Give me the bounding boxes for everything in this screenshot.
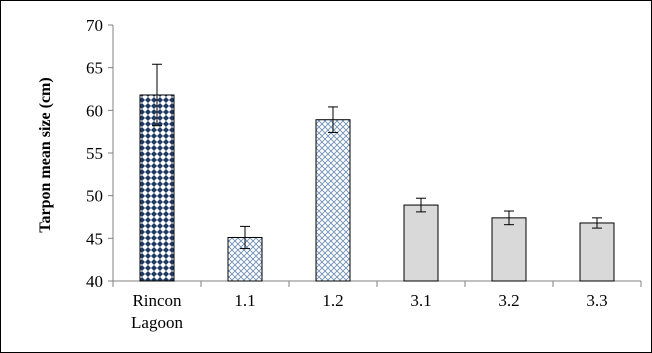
- bars: [139, 63, 615, 282]
- y-tick-label: 65: [86, 59, 103, 78]
- bar: [491, 217, 527, 282]
- x-tick-label: 1.1: [234, 291, 255, 310]
- axes: [108, 24, 642, 287]
- x-tick-label: 3.3: [586, 291, 607, 310]
- y-tick-label: 50: [86, 187, 103, 206]
- x-tick-label: 3.2: [498, 291, 519, 310]
- x-tick-label: Rincon Lagoon: [131, 291, 183, 332]
- y-tick-label: 55: [86, 144, 103, 163]
- bar: [579, 222, 615, 282]
- y-tick-label: 70: [86, 16, 103, 35]
- tick-labels: 40 45 50 55 60 65 70 Rincon Lagoon 1.1 1.2 3.1 3.2 3.…: [86, 16, 608, 332]
- x-tick-label: 3.1: [410, 291, 431, 310]
- y-tick-label: 40: [86, 272, 103, 291]
- y-axis-title: Tarpon mean size (cm): [37, 77, 54, 232]
- x-tick-label: 1.2: [322, 291, 343, 310]
- y-tick-label: 45: [86, 229, 103, 248]
- bar: [403, 204, 439, 282]
- y-tick-label: 60: [86, 101, 103, 120]
- bar: [315, 119, 351, 282]
- bar: [139, 94, 175, 282]
